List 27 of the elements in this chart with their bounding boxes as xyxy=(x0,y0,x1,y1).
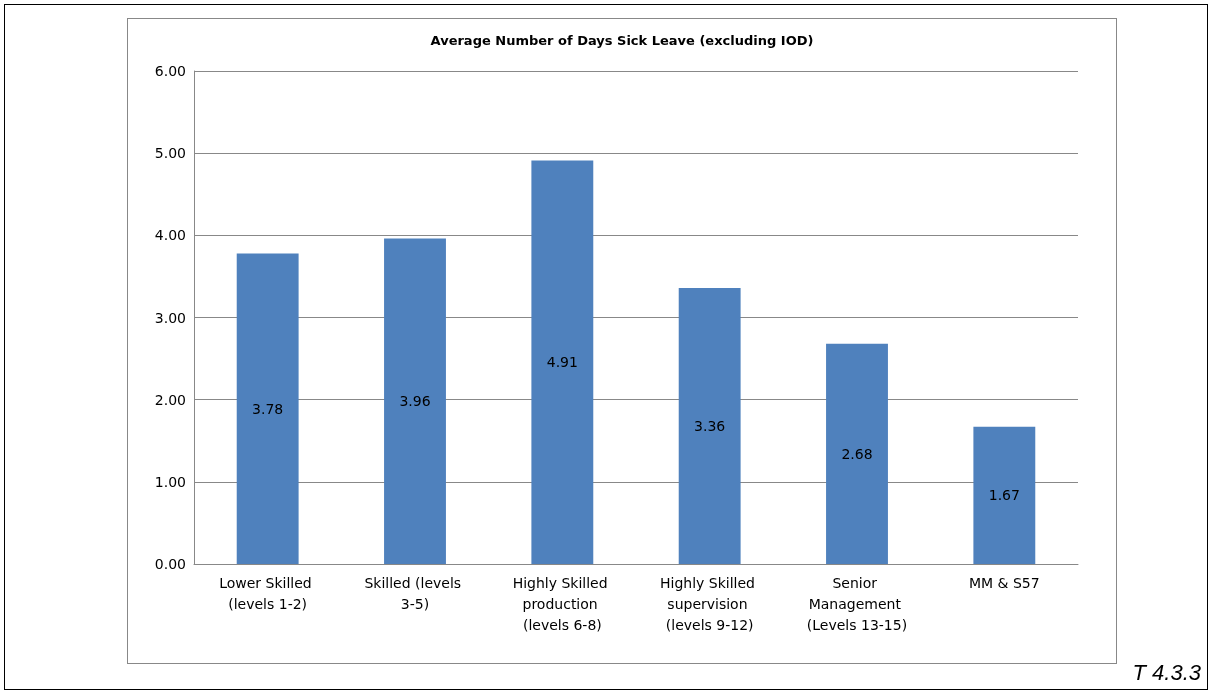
bar xyxy=(826,343,888,564)
x-tick-label: MM & S57 xyxy=(968,574,1040,591)
bar xyxy=(973,426,1036,564)
data-label: 1.67 xyxy=(988,487,1020,504)
y-tick-label: 5.00 xyxy=(154,145,186,162)
bar xyxy=(678,287,741,564)
x-tick-label: Highly Skilled supervision (levels 9-12) xyxy=(659,574,760,633)
data-label: 2.68 xyxy=(841,445,873,462)
x-tick-label: Lower Skilled (levels 1-2) xyxy=(219,574,317,612)
x-tick-label: Highly Skilled production (levels 6-8) xyxy=(512,574,613,633)
y-tick-label: 6.00 xyxy=(154,63,186,79)
x-tick-label: Skilled (levels 3-5) xyxy=(364,574,466,612)
y-tick-label: 3.00 xyxy=(154,309,186,326)
bar xyxy=(531,160,594,564)
chart-title: Average Number of Days Sick Leave (excluding IOD) xyxy=(430,33,814,48)
text: T 4.3.3 xyxy=(1132,660,1201,686)
y-tick-label: 2.00 xyxy=(154,391,186,408)
y-tick-label: 4.00 xyxy=(154,227,186,244)
y-tick-label: 1.00 xyxy=(154,473,186,490)
bar xyxy=(384,238,446,564)
y-tick-label: 0.00 xyxy=(154,556,186,572)
x-tick-label: Senior Management (Levels 13-15) xyxy=(806,574,908,633)
data-label: 3.36 xyxy=(694,417,726,434)
data-label: 3.78 xyxy=(252,400,284,417)
bar xyxy=(236,253,299,564)
data-label: 3.96 xyxy=(399,393,431,410)
data-label: 4.91 xyxy=(546,354,578,371)
